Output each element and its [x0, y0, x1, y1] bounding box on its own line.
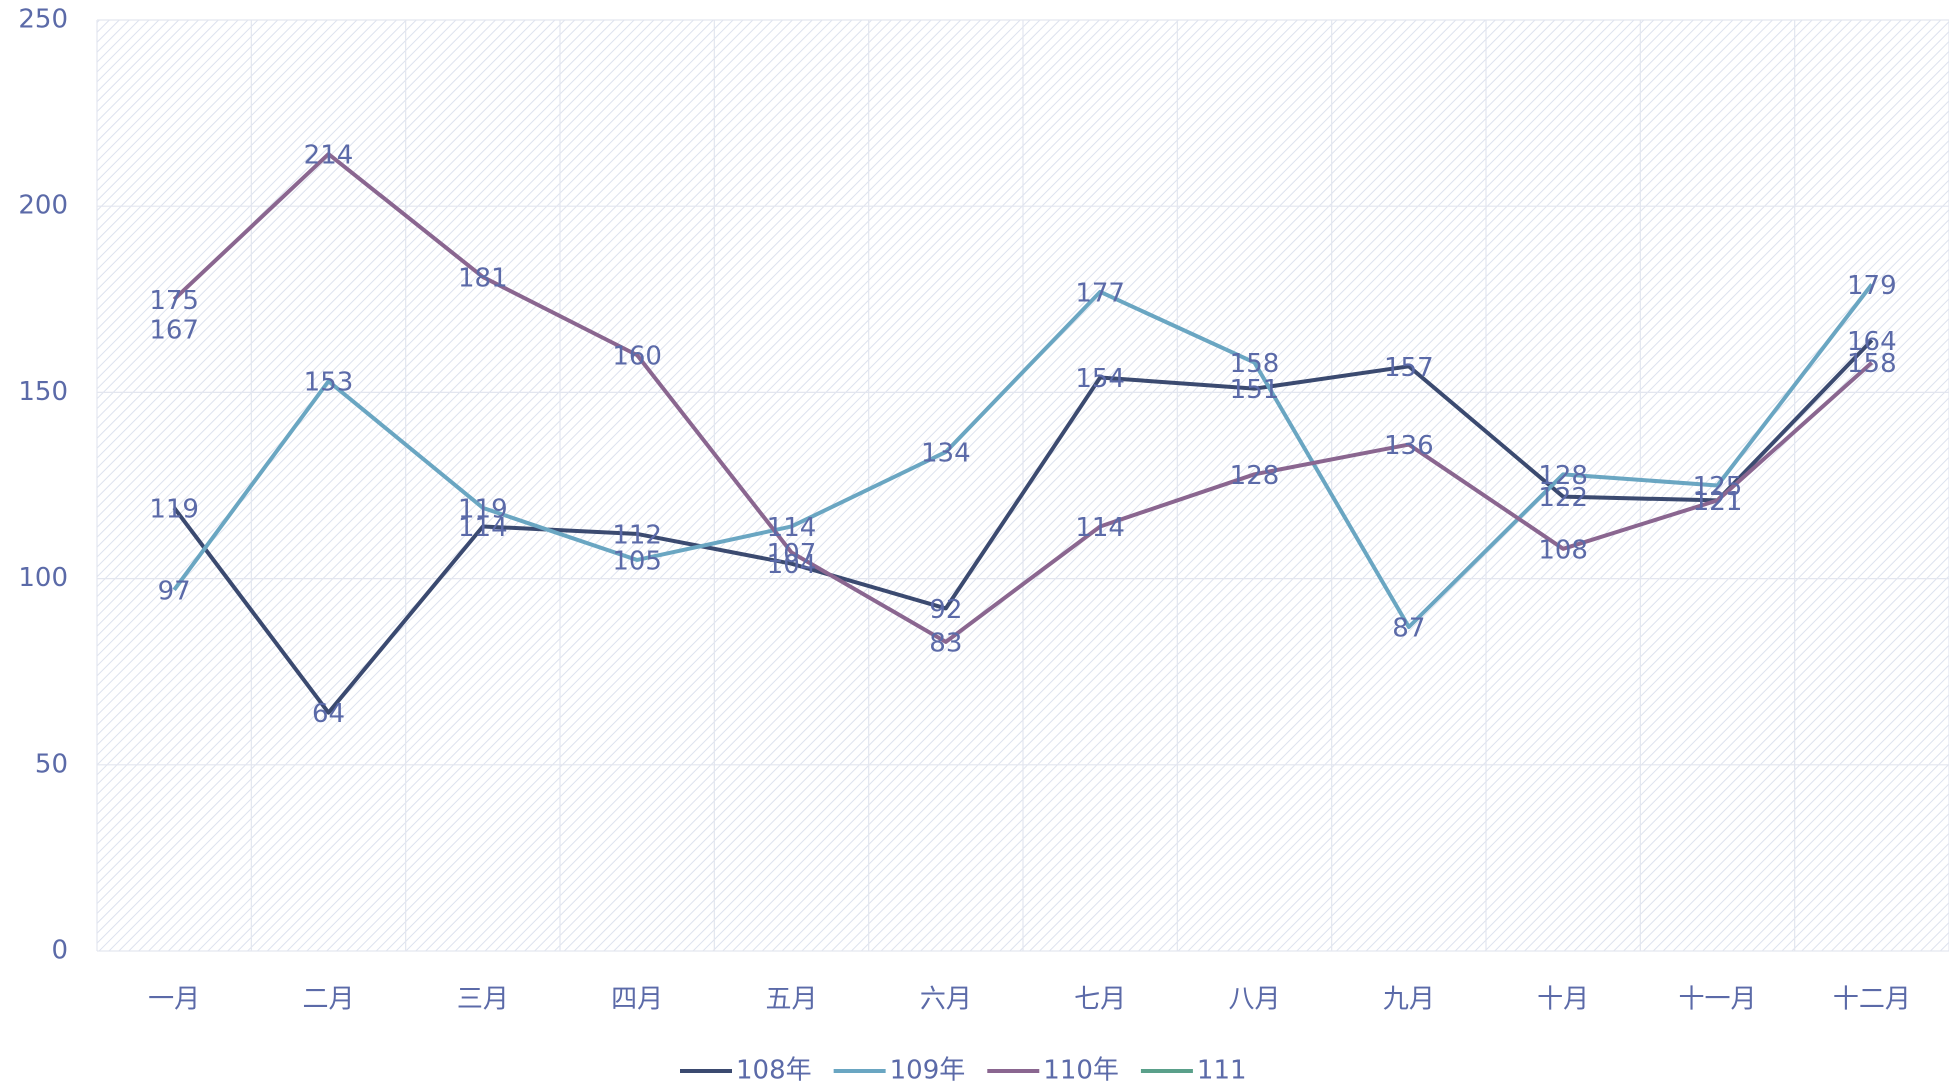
series-line [172, 152, 1874, 644]
data-label: 83 [929, 628, 962, 658]
data-label: 128 [1538, 461, 1588, 491]
y-tick-label: 200 [18, 191, 68, 221]
data-label: 108 [1538, 535, 1588, 565]
data-label: 134 [921, 438, 971, 468]
data-label: 167 [149, 316, 199, 346]
data-label: 164 [1847, 327, 1897, 357]
data-label: 121 [1693, 487, 1743, 517]
data-label: 114 [458, 513, 508, 543]
data-label: 87 [1392, 614, 1425, 644]
y-tick-label: 250 [18, 5, 68, 35]
x-tick-label: 二月 [302, 985, 354, 1015]
data-label: 154 [1075, 364, 1125, 394]
data-label: 105 [612, 546, 662, 576]
data-label: 114 [1075, 513, 1125, 543]
data-label: 125 [1693, 472, 1743, 502]
data-label: 157 [1384, 353, 1434, 383]
data-label: 179 [1847, 271, 1897, 301]
data-label: 175 [149, 286, 199, 316]
data-label: 153 [304, 368, 354, 398]
data-label: 136 [1384, 431, 1434, 461]
x-tick-label: 五月 [765, 985, 817, 1015]
data-label: 104 [767, 550, 817, 580]
x-tick-label: 一月 [148, 985, 200, 1015]
data-label: 181 [458, 263, 508, 293]
data-label: 121 [1693, 487, 1743, 517]
y-tick-label: 100 [18, 563, 68, 593]
y-tick-label: 50 [35, 749, 68, 779]
data-label: 177 [1075, 278, 1125, 308]
data-label: 119 [149, 494, 199, 524]
data-label: 112 [612, 520, 662, 550]
x-tick-label: 六月 [920, 985, 972, 1015]
data-label: 107 [767, 539, 817, 569]
data-label: 158 [1230, 349, 1280, 379]
x-tick-label: 四月 [611, 985, 663, 1015]
data-label: 114 [767, 513, 817, 543]
legend-label: 109年 [890, 1056, 966, 1086]
x-tick-label: 三月 [457, 985, 509, 1015]
data-label: 64 [312, 699, 345, 729]
x-tick-label: 八月 [1228, 985, 1280, 1015]
data-label: 97 [158, 576, 191, 606]
x-tick-label: 十月 [1537, 985, 1589, 1015]
y-tick-label: 150 [18, 377, 68, 407]
data-label: 128 [1230, 461, 1280, 491]
legend-label: 108年 [736, 1056, 812, 1086]
data-label: 214 [304, 141, 354, 171]
series-line [172, 338, 1874, 715]
y-tick-label: 0 [51, 936, 68, 966]
series-line [172, 283, 1874, 630]
legend-label: 110年 [1043, 1056, 1119, 1086]
x-tick-label: 十一月 [1678, 985, 1756, 1015]
legend-label: 111 [1197, 1056, 1247, 1086]
x-tick-label: 十二月 [1833, 985, 1911, 1015]
x-tick-label: 七月 [1074, 985, 1126, 1015]
x-tick-label: 九月 [1383, 985, 1435, 1015]
data-label: 119 [458, 494, 508, 524]
data-label: 160 [612, 342, 662, 372]
data-label: 151 [1230, 375, 1280, 405]
data-label: 158 [1847, 349, 1897, 379]
data-label: 92 [929, 595, 962, 625]
data-label: 122 [1538, 483, 1588, 513]
